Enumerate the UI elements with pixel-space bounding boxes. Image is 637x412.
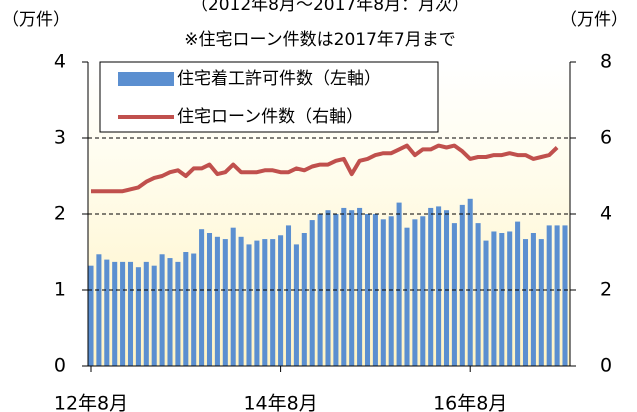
bar bbox=[420, 216, 426, 366]
bar bbox=[380, 219, 386, 366]
bar bbox=[230, 227, 236, 366]
bar bbox=[451, 223, 457, 366]
legend-swatch bbox=[118, 72, 174, 86]
bar bbox=[127, 261, 134, 366]
x-tick-label: 12年8月 bbox=[54, 393, 128, 412]
bar bbox=[388, 216, 394, 366]
bar bbox=[507, 231, 513, 366]
bar bbox=[183, 252, 189, 366]
bar bbox=[357, 207, 363, 366]
bar bbox=[293, 244, 299, 366]
bar bbox=[238, 236, 244, 366]
bar bbox=[546, 225, 552, 366]
bar bbox=[404, 227, 410, 366]
bar bbox=[483, 240, 489, 366]
bar bbox=[309, 220, 315, 366]
bar bbox=[254, 240, 260, 366]
y2-tick-label: 0 bbox=[600, 355, 612, 377]
y2-tick-label: 2 bbox=[600, 279, 612, 301]
y2-axis-label: （万件） bbox=[560, 10, 628, 30]
y-tick-label: 3 bbox=[54, 127, 66, 149]
bar bbox=[199, 229, 205, 366]
bar bbox=[222, 239, 228, 366]
bar bbox=[112, 261, 118, 366]
bar bbox=[538, 239, 544, 366]
y2-tick-label: 4 bbox=[600, 203, 612, 225]
bar bbox=[285, 225, 292, 366]
chart-subtitle: （2012年8月～2017年8月：月次） bbox=[191, 0, 469, 15]
bar bbox=[214, 236, 220, 366]
y-tick-label: 0 bbox=[54, 355, 66, 377]
bar bbox=[262, 239, 268, 366]
bar bbox=[175, 261, 181, 366]
bar bbox=[96, 254, 102, 366]
bar bbox=[167, 258, 173, 366]
bar bbox=[467, 198, 473, 366]
bar bbox=[325, 210, 331, 366]
x-tick-label: 14年8月 bbox=[243, 393, 317, 412]
bar bbox=[515, 221, 521, 366]
legend-label: 住宅ローン件数（右軸） bbox=[177, 107, 363, 127]
y2-tick-label: 8 bbox=[600, 51, 612, 73]
legend-label: 住宅着工許可件数（左軸） bbox=[177, 69, 381, 89]
bar bbox=[443, 210, 450, 366]
bar bbox=[364, 214, 371, 366]
bar bbox=[206, 233, 213, 366]
line-series bbox=[91, 143, 559, 194]
x-tick-label: 16年8月 bbox=[433, 393, 507, 412]
bar bbox=[135, 267, 141, 366]
bar bbox=[436, 206, 442, 366]
bar bbox=[396, 202, 402, 366]
bar bbox=[349, 210, 355, 366]
y-tick-label: 1 bbox=[54, 279, 66, 301]
bar bbox=[191, 253, 197, 366]
y-tick-label: 2 bbox=[54, 203, 66, 225]
bar bbox=[159, 254, 165, 366]
bar bbox=[143, 261, 149, 366]
bar bbox=[428, 207, 434, 366]
chart-title: ※住宅ローン件数は2017年7月まで bbox=[184, 30, 455, 50]
bar bbox=[412, 219, 418, 366]
bar bbox=[270, 239, 276, 366]
bar bbox=[459, 204, 465, 366]
bar bbox=[246, 244, 252, 366]
y-tick-label: 4 bbox=[54, 51, 66, 73]
bar bbox=[120, 261, 126, 366]
bar bbox=[491, 231, 497, 366]
bar bbox=[301, 233, 307, 366]
y2-tick-label: 6 bbox=[600, 127, 612, 149]
bar bbox=[475, 223, 481, 366]
bar bbox=[151, 265, 157, 366]
y-axis-label: （万件） bbox=[2, 10, 70, 30]
bar bbox=[522, 239, 529, 366]
bar bbox=[104, 259, 110, 366]
bar bbox=[278, 235, 284, 366]
bar bbox=[530, 233, 536, 366]
bar bbox=[341, 207, 347, 366]
bar bbox=[88, 265, 94, 366]
bar bbox=[499, 233, 505, 366]
bar bbox=[554, 225, 560, 366]
bar bbox=[562, 225, 568, 366]
